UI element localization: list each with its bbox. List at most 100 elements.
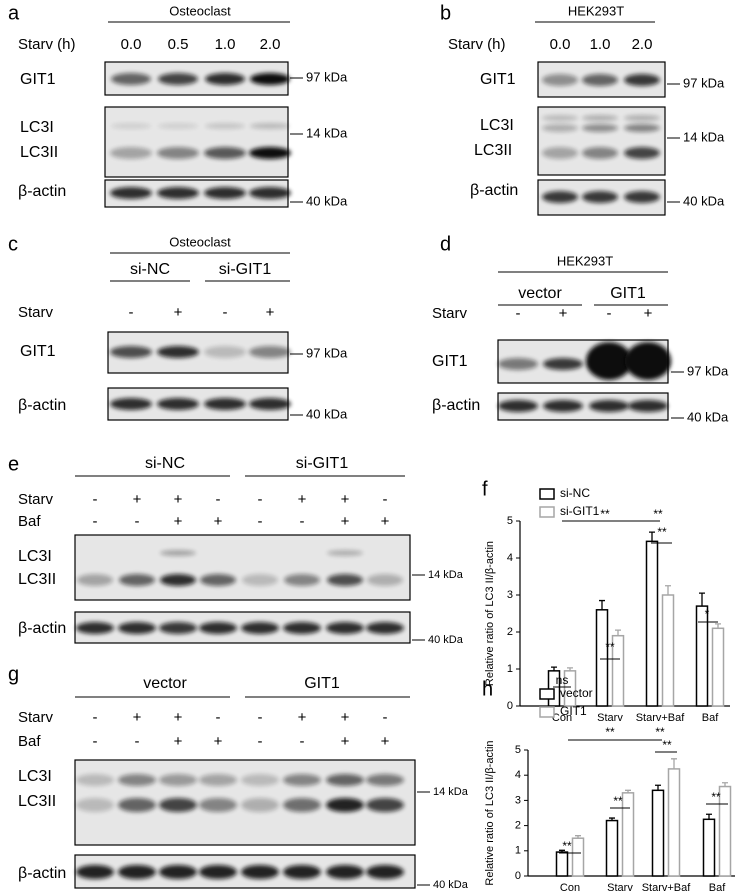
lane-label: 0.0 (121, 36, 142, 53)
band (582, 191, 618, 203)
y-tick-label: 4 (507, 552, 513, 564)
band (628, 400, 668, 412)
bar (595, 609, 609, 707)
protein-label: LC3II (18, 571, 56, 588)
lane-label: 2.0 (632, 36, 653, 53)
x-tick-label: Con (560, 882, 580, 894)
legend-swatch (539, 488, 555, 500)
significance: ** (562, 839, 572, 853)
lane-label: - (216, 491, 221, 508)
protein-label: LC3I (20, 119, 54, 136)
marker-label: 40 kDa (306, 193, 348, 208)
significance: ** (605, 640, 615, 654)
lane-label: + (214, 513, 223, 530)
y-axis-label: Relative ratio of LC3 II/β-actin (484, 541, 496, 686)
band (249, 346, 291, 358)
y-tick-label: 2 (507, 626, 513, 638)
band (284, 574, 320, 586)
bar (651, 789, 665, 877)
lane-label: - (383, 491, 388, 508)
condition-label: Baf (18, 513, 41, 530)
band (624, 191, 660, 203)
band (157, 147, 199, 159)
lane-label: - (93, 491, 98, 508)
band (326, 774, 364, 786)
blot-frame (74, 534, 411, 601)
bar (645, 540, 659, 707)
lane-label: + (133, 491, 142, 508)
bar (605, 819, 619, 877)
significance: ** (662, 738, 672, 752)
blot-frame (74, 611, 411, 644)
cell-type: Osteoclast (169, 234, 231, 249)
error-bar (706, 813, 712, 820)
band (199, 622, 237, 634)
legend-swatch (539, 688, 555, 700)
lane-label: - (607, 305, 612, 322)
band (624, 124, 660, 132)
panel-letter: h (482, 678, 493, 700)
band (199, 865, 237, 879)
lane-label: - (129, 304, 134, 321)
band (204, 398, 246, 410)
blot-panel: a Osteoclast Starv (h) 0.0 0.5 1.0 2.0 GIT1 LC3I… (8, 2, 348, 208)
band (241, 622, 279, 634)
lane-label: - (135, 733, 140, 750)
protein-label: β-actin (18, 397, 66, 414)
band (327, 574, 363, 586)
lane-label: + (214, 733, 223, 750)
lane-label: - (300, 513, 305, 530)
band (204, 187, 246, 199)
band (119, 574, 155, 586)
bar (711, 627, 725, 707)
group-label: si-NC (145, 455, 185, 472)
significance: ** (600, 507, 610, 521)
band (250, 123, 290, 129)
protein-label: GIT1 (432, 353, 468, 370)
band (200, 574, 236, 586)
blot-frame (104, 61, 289, 96)
protein-label: GIT1 (480, 71, 516, 88)
blot-frame (104, 179, 289, 208)
lane-label: + (381, 513, 390, 530)
band (204, 147, 246, 159)
band (159, 774, 197, 786)
band (586, 342, 632, 380)
lane-label: + (381, 733, 390, 750)
lane-label: + (266, 304, 275, 321)
band (118, 622, 156, 634)
band (542, 191, 578, 203)
bar (571, 837, 585, 877)
marker-label: 14 kDa (433, 786, 469, 798)
y-axis-label: Relative ratio of LC3 II/β-actin (484, 740, 496, 885)
band (157, 398, 199, 410)
blot-background (75, 535, 410, 600)
error-bar (655, 784, 661, 791)
condition-label: Starv (h) (448, 36, 506, 53)
band (366, 622, 404, 634)
group-label: vector (518, 285, 562, 302)
protein-label: LC3I (480, 117, 514, 134)
blot-panel: d HEK293T vector GIT1 Starv - + - + GIT1 β-actin 97… (432, 233, 729, 424)
error-bar (615, 629, 621, 636)
band (542, 74, 578, 86)
band (366, 865, 404, 879)
lane-label: 0.5 (168, 36, 189, 53)
error-bar (665, 585, 671, 595)
legend-swatch (539, 706, 555, 718)
band (110, 147, 152, 159)
y-tick-label: 2 (515, 820, 521, 832)
band (249, 147, 291, 159)
error-bar (551, 666, 557, 671)
lane-label: - (223, 304, 228, 321)
lane-label: + (174, 733, 183, 750)
condition-label: Starv (h) (18, 36, 76, 53)
marker-label: 40 kDa (433, 879, 469, 891)
blot-panel: g vector GIT1 Starv - + + - - + + - Baf - - + + - - + + LC3I L… (8, 663, 469, 891)
band (77, 574, 113, 586)
x-tick-label: Starv+Baf (642, 882, 692, 894)
error-bar (649, 531, 655, 542)
band (241, 798, 279, 812)
lane-label: + (298, 491, 307, 508)
error-bar (609, 817, 615, 821)
